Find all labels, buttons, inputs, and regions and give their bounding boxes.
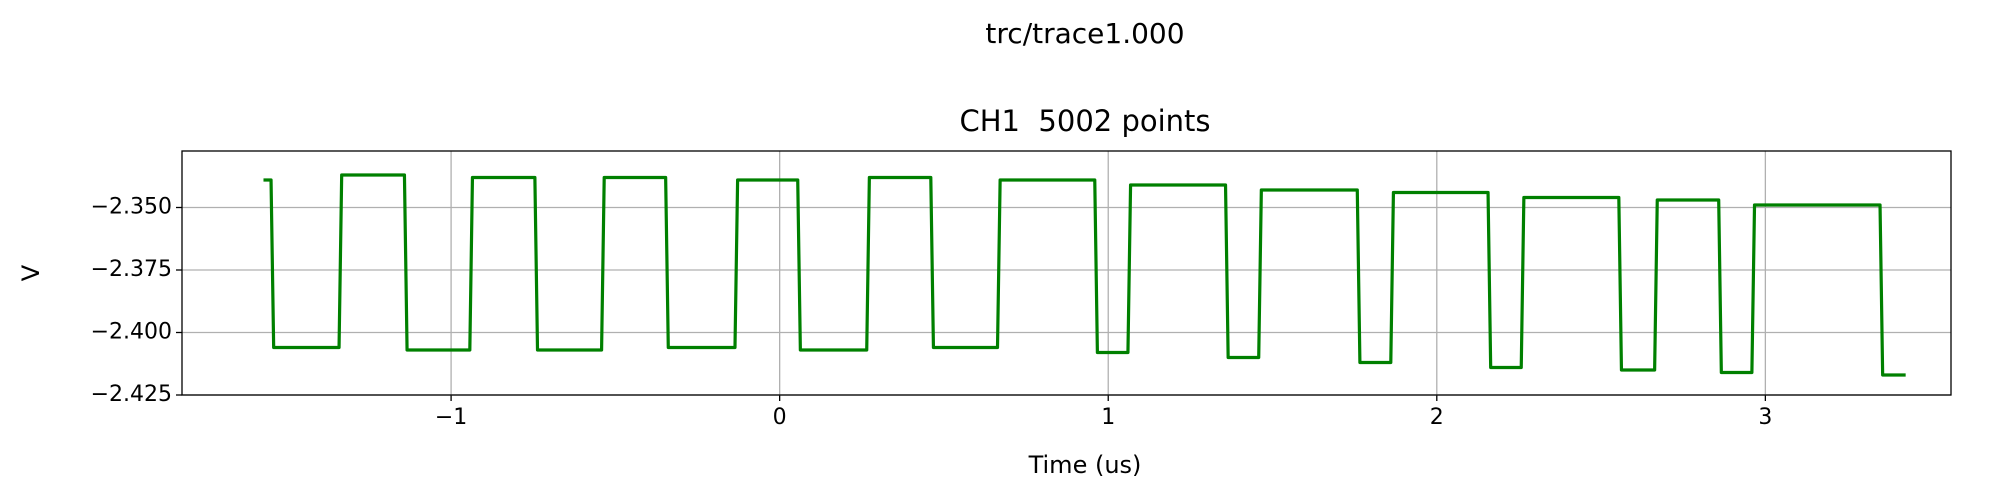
y-tick-label: −2.400 [91,320,172,345]
data-line [263,173,1906,377]
y-tick-label: −2.425 [91,382,172,407]
x-tick-label: 3 [1758,405,1772,430]
x-tick-label: −1 [435,405,467,430]
x-tick-label: 1 [1101,405,1115,430]
x-tick-label: 2 [1430,405,1444,430]
suptitle: trc/trace1.000 [985,17,1184,50]
x-axis-label: Time (us) [1028,451,1142,479]
x-tick-label: 0 [773,405,787,430]
y-tick-label: −2.375 [91,257,172,282]
plot-frame [181,150,1952,396]
y-tick-label: −2.350 [91,195,172,220]
chart-title: CH1 5002 points [959,104,1210,138]
y-axis-label: V [17,264,45,281]
